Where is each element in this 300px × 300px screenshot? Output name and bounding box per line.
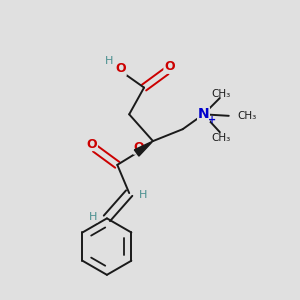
- Text: H: H: [89, 212, 98, 222]
- Text: CH₃: CH₃: [212, 133, 231, 142]
- Text: +: +: [208, 115, 217, 125]
- Text: O: O: [134, 141, 144, 154]
- Text: N: N: [198, 107, 209, 121]
- Text: O: O: [116, 62, 126, 75]
- Text: CH₃: CH₃: [212, 88, 231, 98]
- Text: O: O: [87, 138, 98, 151]
- Text: O: O: [164, 60, 175, 73]
- Text: CH₃: CH₃: [237, 111, 256, 121]
- Text: H: H: [105, 56, 113, 66]
- Text: H: H: [138, 190, 147, 200]
- Polygon shape: [134, 141, 153, 156]
